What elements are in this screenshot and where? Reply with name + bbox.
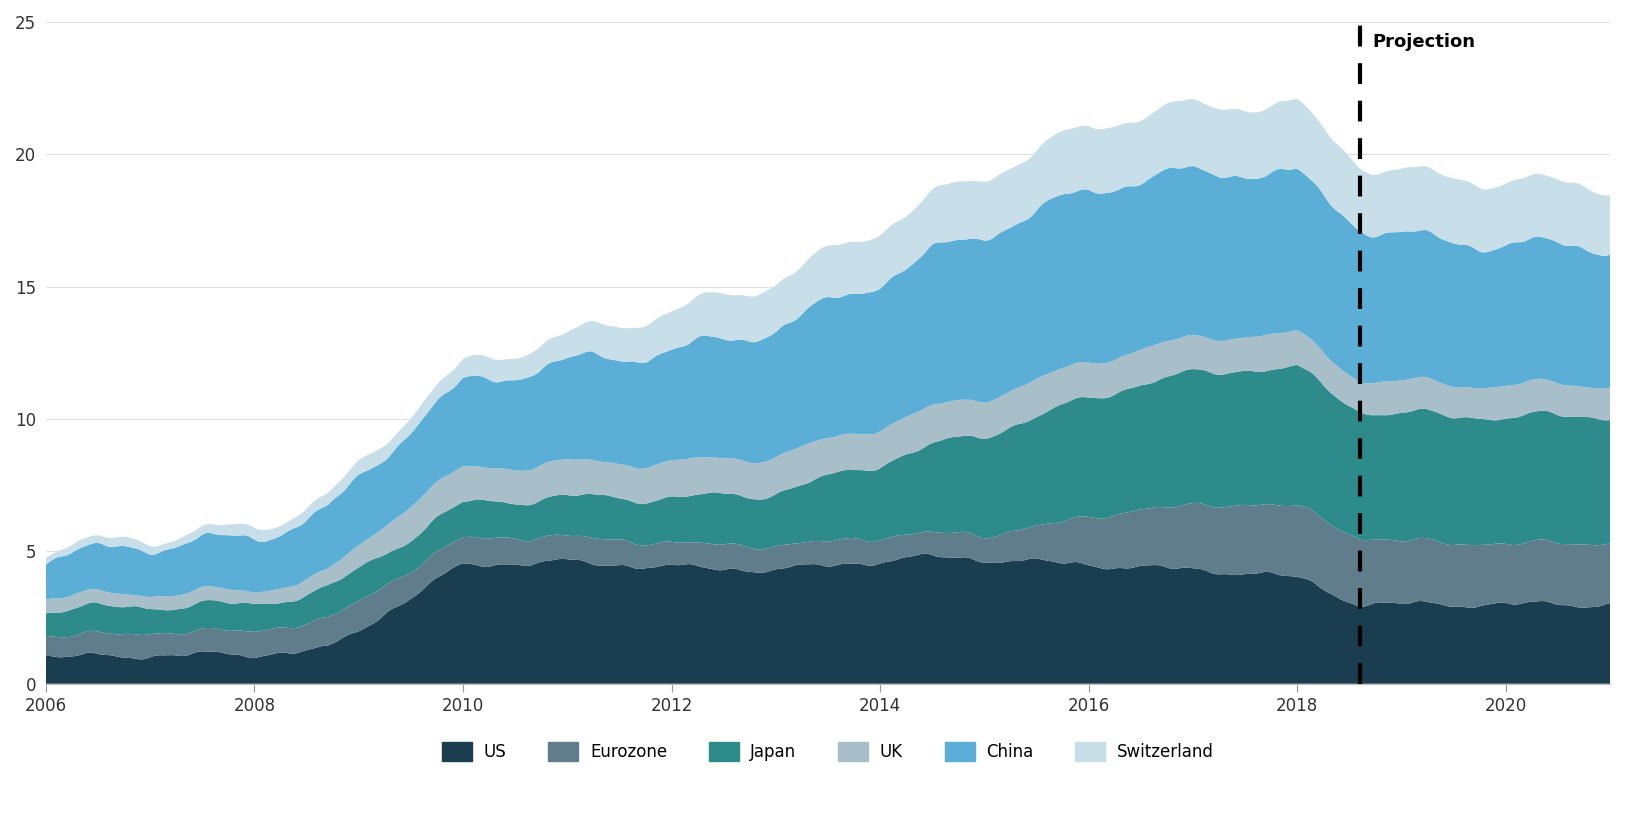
Legend: US, Eurozone, Japan, UK, China, Switzerland: US, Eurozone, Japan, UK, China, Switzerl… (442, 742, 1214, 761)
Text: Projection: Projection (1372, 33, 1476, 51)
